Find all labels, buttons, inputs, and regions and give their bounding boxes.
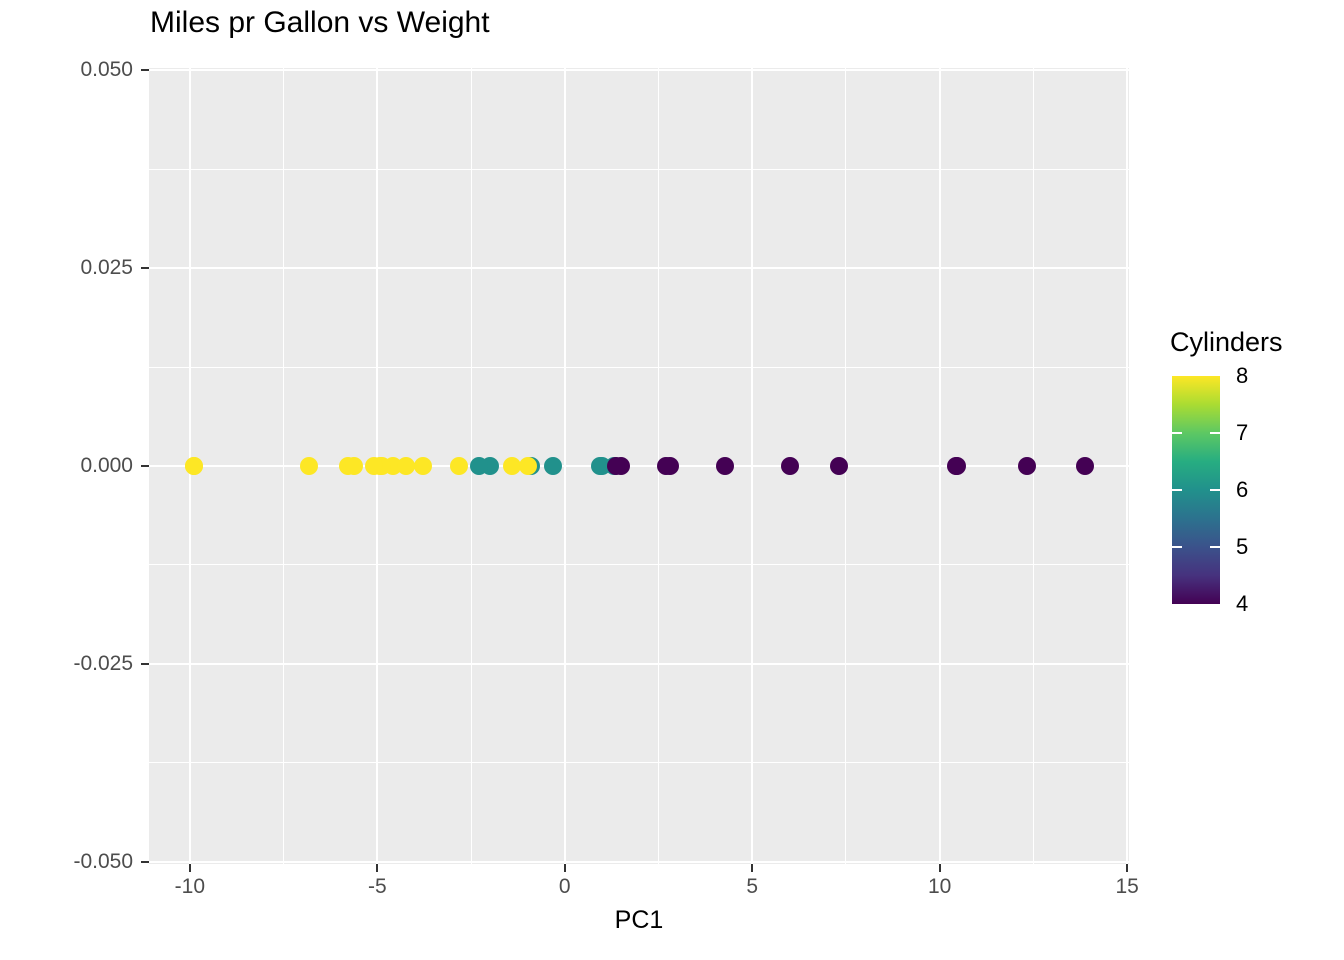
colorbar-tick bbox=[1210, 489, 1220, 491]
y-major-gridline bbox=[149, 860, 1129, 863]
colorbar-tick bbox=[1172, 432, 1182, 434]
data-point bbox=[396, 457, 415, 475]
x-tick-mark bbox=[751, 864, 754, 872]
data-point bbox=[519, 457, 538, 475]
y-minor-gridline bbox=[149, 168, 1129, 170]
x-tick-label: 5 bbox=[746, 875, 759, 898]
data-point bbox=[715, 457, 734, 475]
y-tick-label: 0.025 bbox=[80, 256, 133, 280]
data-point bbox=[656, 457, 675, 475]
y-tick-label: 0.050 bbox=[80, 58, 133, 82]
y-tick-mark bbox=[141, 465, 149, 467]
y-tick-mark bbox=[141, 662, 149, 665]
x-tick-mark bbox=[938, 864, 941, 872]
data-point bbox=[469, 457, 488, 475]
data-point bbox=[780, 457, 799, 475]
data-point bbox=[830, 457, 849, 475]
y-tick-mark bbox=[141, 860, 149, 863]
data-point bbox=[364, 457, 383, 475]
y-minor-gridline bbox=[149, 762, 1129, 764]
legend-break-label: 7 bbox=[1236, 420, 1249, 445]
y-major-gridline bbox=[149, 267, 1129, 270]
legend-break-label: 4 bbox=[1236, 591, 1249, 616]
x-axis-title: PC1 bbox=[614, 906, 664, 934]
x-tick-mark bbox=[188, 864, 191, 872]
plot-title: Miles pr Gallon vs Weight bbox=[150, 6, 490, 39]
data-point bbox=[947, 457, 966, 475]
y-major-gridline bbox=[149, 465, 1129, 467]
y-tick-mark bbox=[141, 267, 149, 270]
x-tick-label: 15 bbox=[1115, 875, 1139, 898]
y-tick-mark bbox=[141, 69, 149, 72]
legend-break-label: 6 bbox=[1236, 477, 1249, 502]
y-tick-label: -0.050 bbox=[73, 849, 133, 873]
x-tick-mark bbox=[563, 864, 566, 872]
colorbar-tick bbox=[1172, 546, 1182, 548]
legend-title: Cylinders bbox=[1170, 327, 1283, 357]
points-layer bbox=[149, 68, 1129, 864]
data-point bbox=[344, 457, 363, 475]
legend-break-label: 8 bbox=[1236, 363, 1249, 388]
x-tick-mark bbox=[376, 864, 379, 872]
data-point bbox=[1075, 457, 1094, 475]
y-tick-label: -0.025 bbox=[73, 651, 133, 675]
legend: Cylinders 8 7 6 5 4 bbox=[1160, 325, 1344, 625]
y-tick-label: 0.000 bbox=[80, 454, 133, 477]
data-point bbox=[606, 457, 625, 475]
colorbar-tick bbox=[1210, 432, 1220, 434]
y-minor-gridline bbox=[149, 564, 1129, 566]
data-point bbox=[300, 457, 319, 475]
colorbar-tick bbox=[1172, 489, 1182, 491]
data-point bbox=[502, 457, 521, 475]
legend-break-label: 5 bbox=[1236, 534, 1249, 559]
data-point bbox=[1018, 457, 1037, 475]
y-major-gridline bbox=[149, 662, 1129, 665]
x-tick-label: -5 bbox=[367, 875, 387, 898]
legend-colorbar bbox=[1172, 376, 1220, 604]
x-tick-mark bbox=[1126, 864, 1129, 872]
data-point bbox=[184, 457, 203, 475]
x-tick-label: -10 bbox=[174, 875, 206, 898]
data-point bbox=[449, 457, 468, 475]
plot-panel bbox=[149, 68, 1129, 864]
x-tick-label: 0 bbox=[558, 875, 571, 898]
colorbar-tick bbox=[1210, 546, 1220, 548]
y-minor-gridline bbox=[149, 366, 1129, 368]
data-point bbox=[414, 457, 433, 475]
y-major-gridline bbox=[149, 69, 1129, 72]
data-point bbox=[543, 457, 562, 475]
x-tick-label: 10 bbox=[927, 875, 952, 898]
